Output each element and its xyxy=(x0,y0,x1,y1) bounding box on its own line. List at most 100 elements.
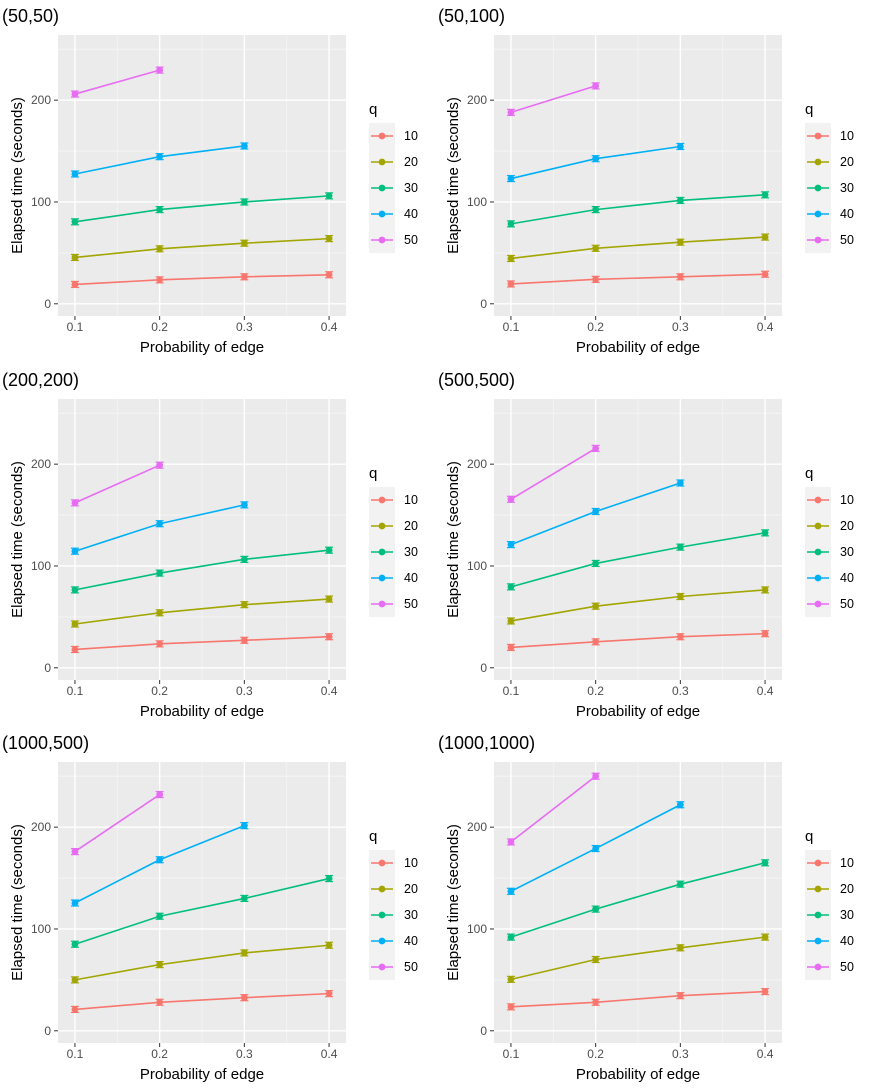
data-point xyxy=(507,495,515,503)
data-point xyxy=(676,543,684,551)
series-line xyxy=(74,635,330,651)
series-50 xyxy=(506,444,600,503)
series-10 xyxy=(506,987,770,1011)
legend-title: q xyxy=(369,828,377,845)
data-point xyxy=(507,1003,515,1011)
data-point xyxy=(761,933,769,941)
legend-label: 10 xyxy=(404,856,418,870)
series-line xyxy=(74,273,330,286)
data-point xyxy=(156,998,164,1006)
data-point xyxy=(156,206,164,214)
series-40 xyxy=(506,142,685,183)
data-point xyxy=(71,586,79,594)
data-point xyxy=(761,270,769,278)
data-point xyxy=(507,220,515,228)
x-tick-label: 0.4 xyxy=(321,1047,338,1061)
data-point xyxy=(592,508,600,515)
legend-title: q xyxy=(369,465,377,482)
x-axis-title: Probability of edge xyxy=(576,339,700,356)
series-10 xyxy=(70,990,334,1014)
data-point xyxy=(71,899,79,907)
x-tick-label: 0.1 xyxy=(67,320,84,334)
data-point xyxy=(240,239,248,247)
legend-key-point xyxy=(814,496,822,504)
chart-1: (50,50) 0.1 0.2 0.3 0.4 0 100 200 Probability of… xyxy=(2,6,418,356)
legend-label: 50 xyxy=(404,233,418,247)
series-50 xyxy=(70,790,164,856)
series-30 xyxy=(70,874,334,948)
data-point xyxy=(761,859,769,867)
series-20 xyxy=(506,933,770,983)
legend: q 10 20 30 40 50 xyxy=(805,101,854,253)
data-point xyxy=(676,593,684,600)
legend-label: 10 xyxy=(404,129,418,143)
data-point xyxy=(676,880,684,888)
legend-title: q xyxy=(369,101,377,118)
legend: q 10 20 30 40 50 xyxy=(805,465,854,617)
data-point xyxy=(240,142,248,150)
x-axis-title: Probability of edge xyxy=(576,703,700,720)
data-point xyxy=(71,547,79,555)
data-point xyxy=(592,82,600,90)
series-line xyxy=(74,877,330,946)
x-tick-label: 0.4 xyxy=(757,320,774,334)
data-point xyxy=(676,238,684,246)
series-line xyxy=(510,632,766,649)
data-point xyxy=(71,281,79,288)
x-tick-label: 0.3 xyxy=(672,1047,689,1061)
legend-label: 10 xyxy=(840,493,854,507)
data-point xyxy=(676,944,684,952)
series-40 xyxy=(70,822,249,907)
data-point xyxy=(240,949,248,957)
data-point xyxy=(592,772,600,780)
y-axis-title: Elapsed time (seconds) xyxy=(445,97,462,254)
series-20 xyxy=(506,233,770,263)
data-point xyxy=(507,175,515,182)
legend: q 10 20 30 40 50 xyxy=(369,828,418,980)
data-point xyxy=(325,875,333,882)
chart-2: (50,100) 0.1 0.2 0.3 0.4 0 100 200 Probability o… xyxy=(438,6,854,356)
data-point xyxy=(71,218,79,226)
data-point xyxy=(156,609,164,617)
data-point xyxy=(240,273,248,281)
series-10 xyxy=(506,270,770,288)
legend-key-point xyxy=(814,911,822,919)
legend-label: 30 xyxy=(840,545,854,559)
data-point xyxy=(325,941,333,949)
legend-key-point xyxy=(814,859,822,867)
data-point xyxy=(156,245,164,253)
series-50 xyxy=(70,461,164,507)
legend-label: 20 xyxy=(840,882,854,896)
series-line xyxy=(510,862,766,938)
data-point xyxy=(592,956,600,963)
series-line xyxy=(510,85,596,114)
series-30 xyxy=(70,546,334,594)
legend-key-point xyxy=(814,184,822,192)
legend-key-point xyxy=(378,600,386,608)
y-tick-label: 200 xyxy=(31,93,51,107)
data-point xyxy=(507,887,515,895)
legend-key-point xyxy=(814,600,822,608)
data-point xyxy=(240,994,248,1002)
y-tick-label: 200 xyxy=(467,93,487,107)
x-tick-label: 0.4 xyxy=(757,1047,774,1061)
legend: q 10 20 30 40 50 xyxy=(369,101,418,253)
legend-label: 10 xyxy=(404,493,418,507)
y-tick-label: 0 xyxy=(44,297,51,311)
chart-title: (50,100) xyxy=(438,6,505,26)
data-point xyxy=(676,273,684,281)
series-30 xyxy=(506,191,770,228)
data-point xyxy=(592,560,600,567)
chart-title: (500,500) xyxy=(438,370,515,390)
legend-label: 50 xyxy=(404,597,418,611)
legend-key-point xyxy=(378,574,386,582)
legend-label: 20 xyxy=(840,519,854,533)
x-tick-label: 0.2 xyxy=(587,1047,604,1061)
legend: q 10 20 30 40 50 xyxy=(805,828,854,980)
data-point xyxy=(325,633,333,641)
legend-label: 30 xyxy=(404,545,418,559)
y-tick-label: 0 xyxy=(44,661,51,675)
legend-label: 30 xyxy=(404,908,418,922)
data-point xyxy=(507,583,515,591)
